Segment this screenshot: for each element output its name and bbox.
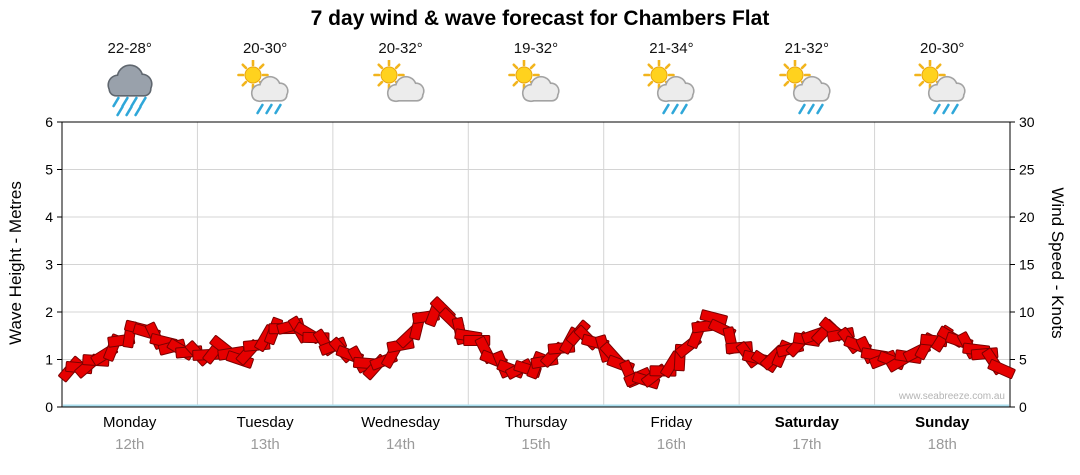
- day-name: Sunday: [915, 414, 970, 431]
- day-column-header: 20-30°: [875, 40, 1010, 60]
- day-name: Wednesday: [361, 414, 441, 431]
- day-column-header: 19-32°: [468, 40, 603, 60]
- day-labels-row: Monday 12th Tuesday 13th Wednesday 14th Thursd…: [62, 414, 1010, 453]
- sun-cloud-icon: [372, 60, 425, 103]
- temperature-label: 19-32°: [513, 40, 559, 57]
- day-date: 13th: [250, 436, 280, 453]
- day-date: 16th: [656, 436, 686, 453]
- temperature-label: 21-34°: [649, 40, 694, 57]
- watermark: www.seabreeze.com.au: [898, 391, 1005, 402]
- left-tick-label: 6: [45, 114, 53, 130]
- wind-barb: [987, 358, 1016, 380]
- left-tick-label: 1: [45, 352, 53, 368]
- rain-cloud-icon: [107, 64, 153, 117]
- weather-icon-cell: [333, 60, 468, 118]
- left-tick-label: 4: [45, 209, 53, 225]
- weather-icons-row: [62, 60, 1010, 118]
- day-date: 17th: [792, 436, 822, 453]
- temperature-label: 20-30°: [242, 40, 288, 57]
- right-tick-label: 15: [1019, 257, 1035, 273]
- weather-icon-cell: [197, 60, 332, 118]
- left-tick-label: 0: [45, 399, 53, 415]
- day-name: Thursday: [504, 414, 568, 431]
- right-tick-label: 0: [1019, 399, 1027, 415]
- day-label-cell: Friday 16th: [604, 414, 739, 453]
- day-column-header: 21-34°: [604, 40, 739, 60]
- sun-cloud-rain-icon: [914, 60, 966, 115]
- weather-icon-cell: [62, 60, 197, 118]
- day-column-header: 20-30°: [197, 40, 332, 60]
- weather-icon-cell: [875, 60, 1010, 118]
- left-tick-label: 3: [45, 257, 53, 273]
- right-tick-label: 30: [1019, 114, 1035, 130]
- day-name: Friday: [650, 414, 693, 431]
- day-date: 14th: [385, 436, 416, 453]
- right-tick-label: 25: [1019, 162, 1035, 178]
- right-tick-label: 20: [1019, 209, 1035, 225]
- day-date: 15th: [521, 436, 551, 453]
- page-title: 7 day wind & wave forecast for Chambers …: [310, 7, 770, 30]
- right-tick-label: 5: [1019, 352, 1027, 368]
- day-name: Monday: [103, 414, 157, 431]
- day-name: Tuesday: [236, 414, 294, 431]
- weather-icon-cell: [468, 60, 603, 118]
- temperature-label: 22-28°: [107, 40, 152, 57]
- weather-icon-cell: [739, 60, 874, 118]
- day-label-cell: Wednesday 14th: [333, 414, 468, 453]
- sun-cloud-rain-icon: [643, 60, 695, 115]
- day-column-header: 20-32°: [333, 40, 468, 60]
- day-column-header: 22-28°: [62, 40, 197, 60]
- sun-cloud-rain-icon: [237, 60, 289, 115]
- temperature-label: 20-30°: [920, 40, 965, 57]
- temperature-label: 21-32°: [784, 40, 829, 57]
- day-label-cell: Monday 12th: [62, 414, 197, 453]
- day-label-cell: Thursday 15th: [468, 414, 603, 453]
- day-label-cell: Sunday 18th: [875, 414, 1010, 453]
- day-label-cell: Tuesday 13th: [197, 414, 332, 453]
- left-axis-title: Wave Height - Metres: [6, 181, 25, 345]
- right-tick-label: 10: [1019, 304, 1035, 320]
- day-name: Saturday: [774, 414, 839, 431]
- left-tick-label: 5: [45, 162, 53, 178]
- left-tick-label: 2: [45, 304, 53, 320]
- day-column-header: 21-32°: [739, 40, 874, 60]
- day-label-cell: Saturday 17th: [739, 414, 874, 453]
- temperature-label: 20-32°: [378, 40, 423, 57]
- sun-cloud-rain-icon: [779, 60, 831, 115]
- day-date: 12th: [115, 436, 145, 453]
- temperature-row: 22-28° 20-30° 20-32° 19-32° 21-34° 21-32° 20-3…: [62, 40, 1010, 60]
- weather-icon-cell: [604, 60, 739, 118]
- right-axis-title: Wind Speed - Knots: [1048, 187, 1067, 339]
- day-date: 18th: [927, 436, 957, 453]
- sun-cloud-icon: [508, 60, 560, 103]
